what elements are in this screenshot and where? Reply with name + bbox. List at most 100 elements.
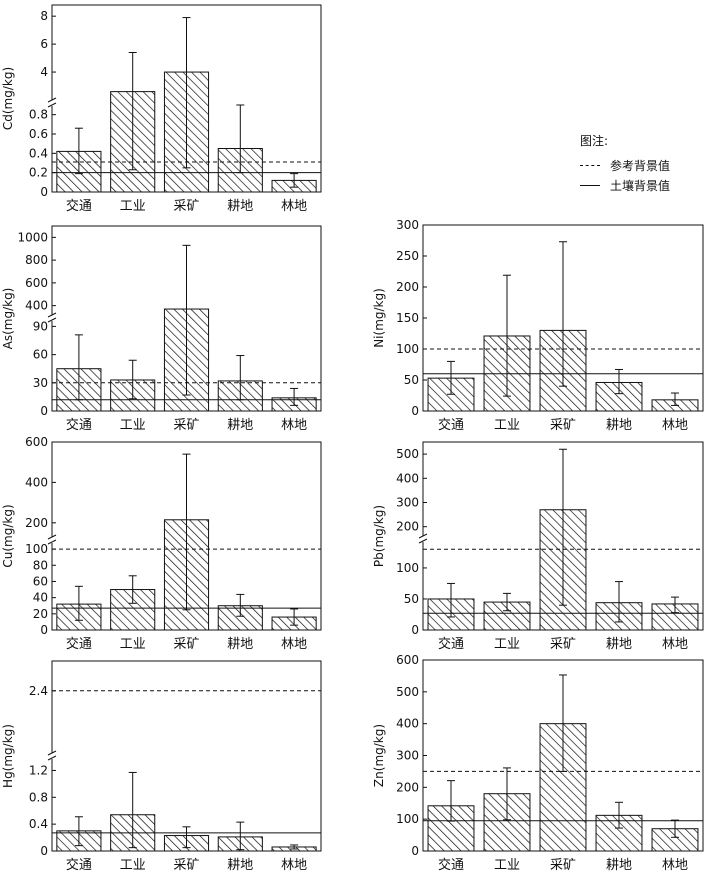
category-label: 林地 [281, 418, 307, 433]
y-tick-label: 0.4 [29, 146, 48, 160]
y-tick-label: 60 [33, 574, 48, 588]
axis-break-gap [48, 537, 56, 543]
chart-cu: 0 20 40 60 80 100 200 400 600 Cu(mg/kg) 交通 工业 采矿 耕地 林地 [1, 435, 322, 652]
category-label: 林地 [281, 637, 307, 652]
y-tick-label: 2.4 [29, 684, 48, 698]
category-label: 交通 [438, 857, 464, 873]
y-tick-label: 30 [33, 376, 48, 390]
y-tick-label: 50 [404, 373, 419, 387]
axis-break-mark [47, 317, 57, 323]
y-tick-label: 300 [396, 218, 419, 232]
category-label: 林地 [662, 637, 688, 652]
y-tick-label: 200 [396, 780, 419, 794]
y-axis-label: Zn(mg/kg) [372, 724, 386, 787]
chart-frame [51, 660, 322, 852]
y-tick-label: 400 [396, 717, 419, 731]
axis-break-gap [48, 753, 56, 759]
category-label: 工业 [120, 858, 146, 873]
category-label: 工业 [494, 637, 520, 652]
y-tick-label: 100 [396, 342, 419, 356]
legend-item-soil: 土壤背景值 [580, 175, 670, 195]
chart-ni: 0 50 100 150 200 250 300 Ni(mg/kg) 交通 工业 采矿 耕地 林地 [372, 218, 704, 433]
y-tick-label: 0 [40, 844, 48, 858]
y-tick-label: 20 [33, 607, 48, 621]
category-label: 采矿 [173, 858, 199, 873]
y-axis-label: Cd(mg/kg) [1, 67, 15, 130]
category-label: 交通 [66, 417, 92, 433]
axis-break-mark [47, 539, 57, 545]
axis-break-mark [47, 312, 57, 318]
legend-label-soil: 土壤背景值 [610, 178, 671, 193]
y-axis-label: Pb(mg/kg) [372, 505, 386, 567]
y-tick-label: 0 [411, 623, 419, 637]
category-label: 采矿 [173, 637, 199, 652]
y-tick-label: 400 [396, 471, 419, 485]
y-tick-label: 100 [25, 542, 48, 556]
category-label: 交通 [438, 636, 464, 652]
axis-break-gap [48, 100, 56, 106]
category-label: 林地 [281, 858, 307, 873]
y-tick-label: 0.8 [29, 790, 48, 804]
category-label: 耕地 [606, 857, 632, 873]
category-label: 耕地 [227, 857, 253, 873]
axis-break-mark [47, 102, 57, 108]
category-label: 采矿 [550, 858, 576, 873]
y-tick-label: 800 [25, 253, 48, 267]
dashed-line-icon [580, 164, 600, 166]
category-label: 交通 [66, 636, 92, 652]
y-tick-label: 400 [25, 299, 48, 313]
y-tick-label: 400 [25, 475, 48, 489]
y-tick-label: 200 [396, 520, 419, 534]
legend: 图注: 参考背景值 土壤背景值 [580, 132, 670, 195]
y-tick-label: 150 [396, 311, 419, 325]
axis-break-mark [418, 533, 428, 539]
y-tick-label: 200 [25, 516, 48, 530]
category-label: 耕地 [227, 198, 253, 214]
y-tick-label: 500 [396, 447, 419, 461]
legend-title: 图注: [580, 134, 609, 148]
category-label: 交通 [66, 857, 92, 873]
y-tick-label: 0.6 [29, 127, 48, 141]
category-label: 采矿 [550, 637, 576, 652]
y-axis-label: Hg(mg/kg) [1, 724, 15, 788]
y-tick-label: 0 [40, 185, 48, 199]
axis-break-mark [47, 97, 57, 103]
y-tick-label: 100 [396, 812, 419, 826]
y-tick-label: 8 [40, 9, 48, 23]
category-label: 交通 [438, 417, 464, 433]
y-tick-label: 0.8 [29, 108, 48, 122]
axis-break-mark [47, 755, 57, 761]
category-label: 工业 [494, 858, 520, 873]
chart-hg: 0 0.4 0.8 1.2 2.4 Hg(mg/kg) 交通 工业 采矿 耕地 林地 [1, 660, 322, 873]
legend-label-reference: 参考背景值 [610, 158, 671, 173]
category-label: 采矿 [173, 418, 199, 433]
category-label: 工业 [120, 199, 146, 214]
category-label: 耕地 [606, 636, 632, 652]
chart-zn: 0 100 200 300 400 500 600 Zn(mg/kg) 交通 工业 采矿 耕地 林地 [372, 653, 704, 873]
chart-pb: 0 50 100 200 300 400 500 Pb(mg/kg) 交通 工业 采矿 耕地 林地 [372, 441, 704, 652]
y-axis-label: Ni(mg/kg) [372, 288, 386, 348]
y-tick-label: 250 [396, 249, 419, 263]
y-tick-label: 600 [25, 435, 48, 449]
y-tick-label: 4 [40, 65, 48, 79]
y-tick-label: 100 [396, 561, 419, 575]
chart-cd: 0 0.2 0.4 0.6 0.8 4 6 8 Cd(mg/kg) 交通 工业 采矿 耕地 林地 [1, 4, 322, 214]
axis-break-gap [419, 536, 427, 542]
chart-as: 0 30 60 90 400 600 800 1000 As(mg/kg) 交通 工业 采矿 耕地 林地 [1, 225, 322, 433]
y-tick-label: 300 [396, 495, 419, 509]
y-tick-label: 50 [404, 592, 419, 606]
y-axis-label: As(mg/kg) [1, 288, 15, 350]
category-label: 耕地 [606, 417, 632, 433]
category-label: 工业 [494, 418, 520, 433]
y-tick-label: 6 [40, 37, 48, 51]
category-label: 工业 [120, 637, 146, 652]
y-tick-label: 0 [40, 623, 48, 637]
y-tick-label: 500 [396, 685, 419, 699]
legend-item-reference: 参考背景值 [580, 155, 670, 175]
y-tick-label: 200 [396, 280, 419, 294]
y-tick-label: 40 [33, 591, 48, 605]
category-label: 林地 [281, 199, 307, 214]
category-label: 工业 [120, 418, 146, 433]
y-tick-label: 1.2 [29, 763, 48, 777]
